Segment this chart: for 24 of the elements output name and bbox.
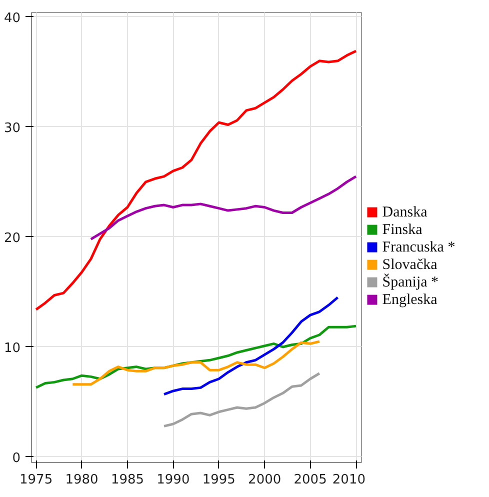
line-series bbox=[90, 175, 358, 240]
line-series bbox=[162, 372, 321, 428]
legend-label: Engleska bbox=[382, 292, 438, 308]
x-tick-label: 1975 bbox=[20, 472, 53, 488]
legend-label: Slovačka bbox=[382, 256, 438, 273]
y-tick-label: 20 bbox=[4, 230, 21, 246]
y-tick-label: 0 bbox=[12, 451, 21, 466]
line-series bbox=[162, 296, 339, 396]
y-tick-label: 40 bbox=[4, 10, 21, 26]
x-tick-label: 1990 bbox=[156, 472, 190, 488]
x-tick-label: 2000 bbox=[248, 472, 282, 488]
y-tick-label: 30 bbox=[4, 120, 21, 136]
line-series bbox=[71, 340, 321, 386]
y-tick-label: 10 bbox=[4, 340, 21, 356]
legend-label: Danska bbox=[382, 204, 428, 220]
x-tick-label: 1995 bbox=[202, 472, 236, 488]
x-tick-label: 1985 bbox=[110, 472, 144, 488]
legend-label: Španija * bbox=[382, 273, 439, 290]
line-series bbox=[34, 50, 358, 311]
legend-label: Finska bbox=[382, 222, 423, 238]
x-tick-label: 2010 bbox=[332, 472, 366, 488]
x-tick-label: 1980 bbox=[65, 472, 98, 488]
x-tick-label: 2005 bbox=[294, 472, 327, 488]
legend-label: Francuska * bbox=[382, 239, 456, 256]
